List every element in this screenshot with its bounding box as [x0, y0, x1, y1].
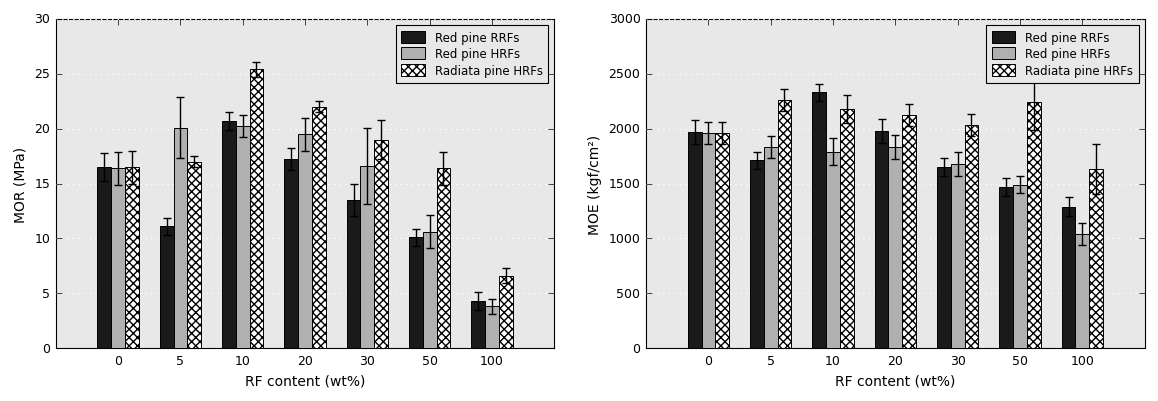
Bar — [688, 133, 702, 348]
Bar — [285, 160, 298, 348]
Bar — [937, 168, 951, 348]
Bar — [750, 161, 764, 348]
Bar — [188, 162, 201, 348]
Bar — [951, 164, 965, 348]
Bar — [702, 134, 716, 348]
Legend: Red pine RRFs, Red pine HRFs, Radiata pine HRFs: Red pine RRFs, Red pine HRFs, Radiata pi… — [396, 26, 549, 83]
Legend: Red pine RRFs, Red pine HRFs, Radiata pine HRFs: Red pine RRFs, Red pine HRFs, Radiata pi… — [985, 26, 1138, 83]
Bar — [298, 135, 312, 348]
Bar — [236, 127, 249, 348]
Bar — [826, 152, 840, 348]
Bar — [1062, 207, 1076, 348]
Bar — [777, 101, 791, 348]
Bar — [312, 107, 325, 348]
Bar — [716, 134, 728, 348]
Bar — [160, 227, 174, 348]
Bar — [965, 126, 979, 348]
Bar — [249, 70, 263, 348]
Y-axis label: MOE (kgf/cm²): MOE (kgf/cm²) — [587, 134, 602, 234]
Bar — [409, 238, 423, 348]
Bar — [437, 169, 450, 348]
Bar — [813, 93, 826, 348]
Bar — [360, 166, 374, 348]
Y-axis label: MOR (MPa): MOR (MPa) — [14, 146, 28, 222]
Bar — [1090, 170, 1102, 348]
Bar — [423, 232, 437, 348]
Bar — [125, 168, 139, 348]
Bar — [1027, 103, 1041, 348]
Bar — [874, 132, 888, 348]
Bar — [485, 307, 499, 348]
Bar — [902, 116, 916, 348]
Bar — [888, 148, 902, 348]
X-axis label: RF content (wt%): RF content (wt%) — [835, 374, 955, 388]
Bar — [111, 169, 125, 348]
Bar — [764, 148, 777, 348]
Bar — [222, 122, 236, 348]
Bar — [840, 109, 853, 348]
Bar — [999, 187, 1013, 348]
Bar — [346, 200, 360, 348]
Bar — [471, 301, 485, 348]
Bar — [174, 128, 188, 348]
Bar — [499, 276, 513, 348]
Bar — [1076, 235, 1090, 348]
Bar — [374, 140, 388, 348]
Bar — [97, 168, 111, 348]
Bar — [1013, 185, 1027, 348]
X-axis label: RF content (wt%): RF content (wt%) — [244, 374, 365, 388]
